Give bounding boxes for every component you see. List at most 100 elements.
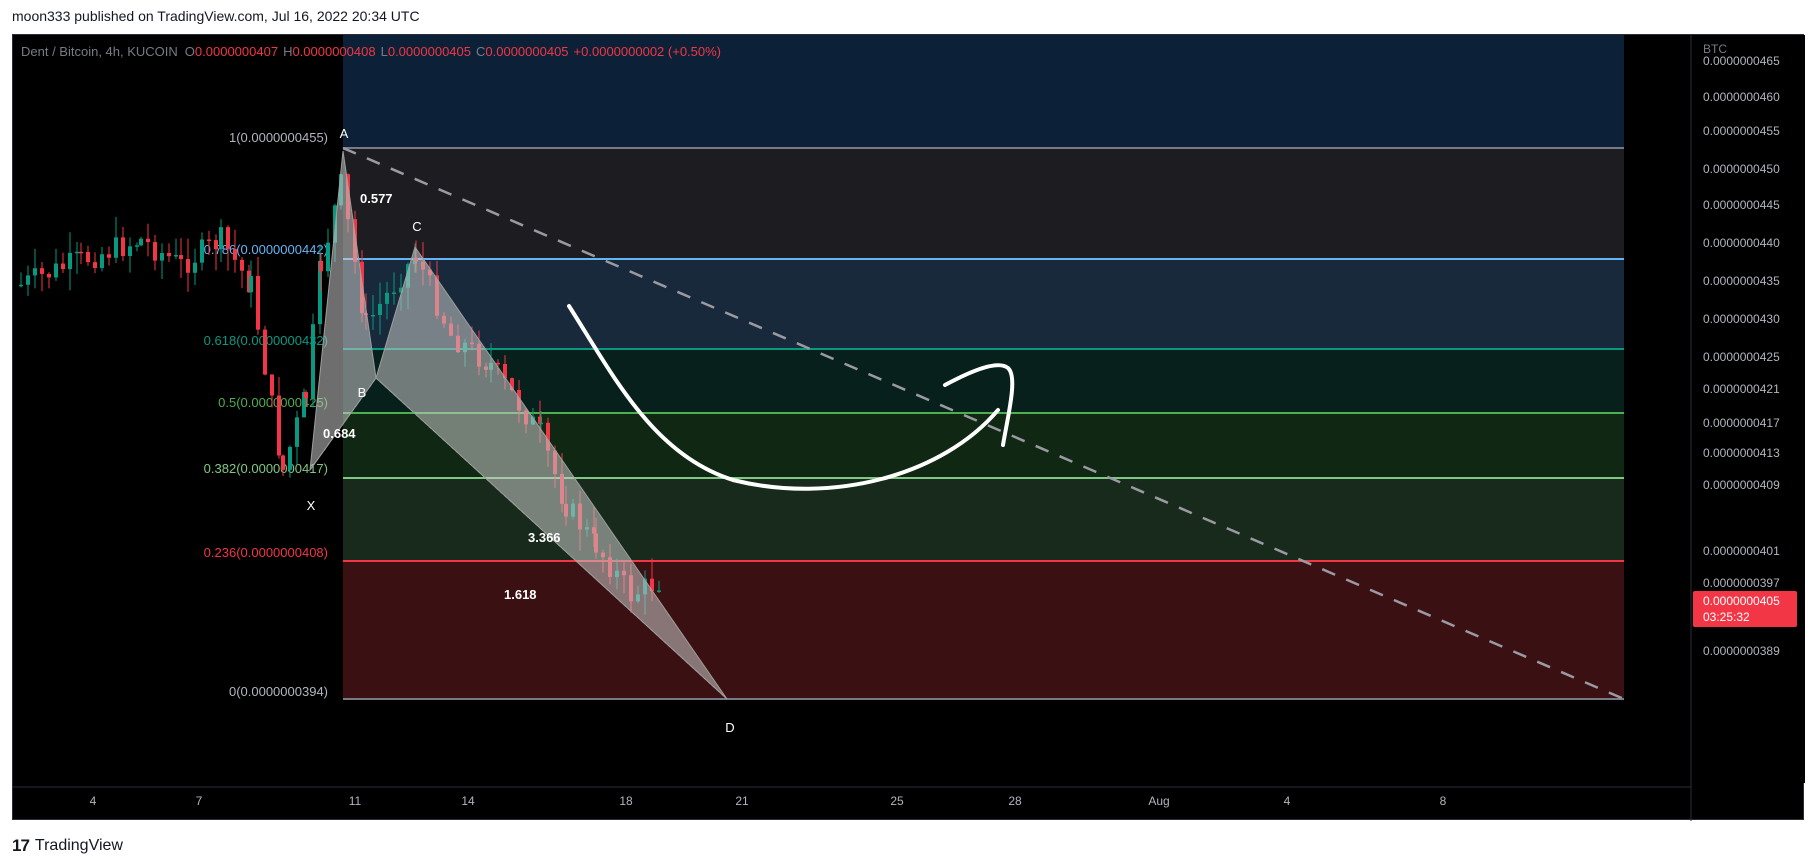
candle-body — [19, 284, 23, 287]
candle-body — [371, 314, 375, 317]
candle-body — [160, 253, 164, 261]
current-price-label: 0.0000000405 — [1703, 594, 1780, 608]
candle-body — [153, 242, 157, 261]
time-tick-label: 28 — [1008, 794, 1022, 808]
candle-body — [277, 395, 281, 456]
candle-body — [233, 248, 237, 260]
ratio-label-ab: 0.577 — [360, 191, 393, 206]
candle-body — [240, 259, 244, 271]
point-label-b: B — [358, 385, 367, 400]
candle-body — [128, 246, 132, 256]
zone-1-0786 — [343, 148, 1624, 259]
symbol-name: Dent / Bitcoin, 4h, KUCOIN — [21, 44, 178, 59]
projection-arrow-icon[interactable] — [567, 304, 1000, 491]
candle-body — [214, 240, 218, 250]
chart-area[interactable]: 1(0.0000000455) 0.786(0.0000000442) 0.61… — [12, 34, 1805, 821]
point-label-d: D — [725, 720, 734, 735]
candle-body — [270, 374, 274, 396]
time-tick-label: Aug — [1148, 794, 1169, 808]
candle-body — [263, 329, 267, 375]
arrow-head-icon — [943, 363, 1015, 447]
price-axis[interactable] — [1691, 35, 1805, 783]
candle-body — [510, 378, 514, 390]
price-tick-label: 0.0000000435 — [1703, 274, 1780, 288]
candle-body — [26, 275, 30, 285]
fib-label-0236: 0.236(0.0000000408) — [204, 545, 328, 560]
price-tick-label: 0.0000000445 — [1703, 198, 1780, 212]
candle-body — [100, 254, 104, 268]
tradingview-brand: 17 TradingView — [12, 836, 123, 856]
candle-body — [193, 262, 197, 273]
pattern-triangle-bcd[interactable] — [375, 245, 728, 700]
candle-body — [650, 578, 654, 592]
candle-body — [86, 251, 90, 263]
candle-body — [167, 253, 171, 257]
candle-body — [311, 324, 315, 399]
candle-body — [107, 254, 111, 258]
l-label: L — [381, 44, 388, 59]
price-axis-currency: BTC — [1703, 42, 1727, 56]
fib-label-1: 1(0.0000000455) — [229, 130, 328, 145]
time-tick-label: 7 — [196, 794, 203, 808]
candle-body — [33, 268, 37, 276]
pattern-line-bd — [375, 377, 728, 700]
price-tick-label: 0.0000000401 — [1703, 544, 1780, 558]
candle-body — [378, 303, 382, 315]
candle-body — [295, 417, 299, 447]
pattern-line-xb — [309, 377, 377, 471]
time-tick-label: 4 — [90, 794, 97, 808]
zone-0786-0618 — [343, 259, 1624, 349]
candle-body — [186, 259, 190, 273]
candle-body — [318, 260, 322, 325]
point-label-c: C — [412, 219, 421, 234]
c-value: 0.0000000405 — [485, 44, 568, 59]
brand-name: TradingView — [34, 837, 123, 854]
candle-body — [179, 255, 183, 260]
candle-body — [304, 392, 308, 399]
time-axis[interactable]: 4 7 11 14 18 21 25 28 Aug 4 8 — [90, 794, 1447, 808]
o-value: 0.0000000407 — [195, 44, 278, 59]
candle-body — [249, 276, 253, 293]
candle-body — [61, 263, 65, 270]
candle-body — [174, 255, 178, 257]
countdown-label: 03:25:32 — [1703, 610, 1750, 624]
zone-0236-0 — [343, 561, 1624, 699]
h-value: 0.0000000408 — [292, 44, 375, 59]
time-tick-label: 21 — [735, 794, 749, 808]
candle-body — [200, 239, 204, 263]
price-tick-label: 0.0000000389 — [1703, 644, 1780, 658]
price-tick-label: 0.0000000425 — [1703, 350, 1780, 364]
price-tick-label: 0.0000000413 — [1703, 446, 1780, 460]
fib-label-05: 0.5(0.0000000425) — [218, 395, 328, 410]
candle-body — [219, 227, 223, 250]
candle-body — [139, 238, 143, 246]
candle-body — [114, 237, 118, 258]
l-value: 0.0000000405 — [388, 44, 471, 59]
candle-body — [546, 422, 550, 451]
ratio-label-xd: 1.618 — [504, 587, 537, 602]
ratio-label-xb: 0.684 — [323, 426, 356, 441]
candle-body — [538, 416, 542, 424]
tradingview-logo-icon: 17 — [12, 836, 30, 855]
candle-body — [392, 292, 396, 294]
candle-body — [539, 422, 543, 425]
price-tick-label: 0.0000000455 — [1703, 124, 1780, 138]
price-tick-label: 0.0000000440 — [1703, 236, 1780, 250]
point-label-x: X — [307, 498, 316, 513]
time-tick-label: 8 — [1440, 794, 1447, 808]
chart-svg[interactable]: 1(0.0000000455) 0.786(0.0000000442) 0.61… — [13, 35, 1805, 821]
current-price-badge — [1693, 591, 1797, 627]
time-tick-label: 25 — [890, 794, 904, 808]
price-tick-label: 0.0000000417 — [1703, 416, 1780, 430]
candle-body — [54, 263, 58, 278]
o-label: O — [185, 44, 195, 59]
candle-body — [207, 239, 211, 242]
fib-label-0: 0(0.0000000394) — [229, 684, 328, 699]
price-tick-label: 0.0000000421 — [1703, 382, 1780, 396]
fib-label-0382: 0.382(0.0000000417) — [204, 461, 328, 476]
candle-body — [496, 362, 500, 365]
candle-body — [75, 251, 79, 254]
candle-body — [256, 276, 260, 330]
candle-body — [288, 446, 292, 470]
time-tick-label: 11 — [349, 794, 362, 808]
